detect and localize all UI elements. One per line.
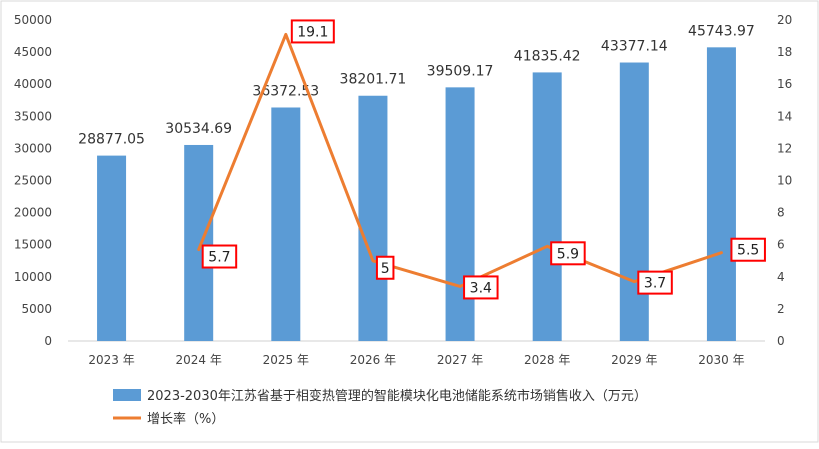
left-axis-tick-label: 20000: [14, 206, 52, 220]
growth-rate-label-box: [201, 244, 238, 269]
legend-bar-label: 2023-2030年江苏省基于相变热管理的智能模块化电池储能系统市场销售收入（万…: [147, 388, 647, 404]
growth-rate-line: [197, 32, 723, 288]
right-axis-tick-label: 16: [777, 77, 792, 91]
left-axis-tick-label: 35000: [14, 109, 52, 123]
bar: [184, 144, 214, 341]
bar-data-labels: 28877.05 30534.69 36372.53 38201.71 39509.17…: [78, 23, 755, 147]
bar-data-label: 45743.97: [688, 23, 755, 39]
bar-data-label: 28877.05: [78, 132, 145, 148]
right-axis-tick-label: 20: [777, 13, 792, 27]
legend-line-label: 增长率（%）: [147, 411, 224, 427]
growth-rate-label-box: [463, 275, 499, 300]
legend: 2023-2030年江苏省基于相变热管理的智能模块化电池储能系统市场销售收入（万…: [113, 388, 647, 427]
right-axis-tick-label: 14: [777, 109, 792, 123]
bar: [271, 107, 301, 341]
growth-rate-label-box: [730, 237, 766, 262]
left-axis-tick-label: 5000: [21, 302, 52, 316]
bar-data-label: 39509.17: [427, 63, 494, 79]
left-axis-tick-label: 45000: [14, 45, 52, 59]
left-axis-tick-label: 40000: [14, 77, 52, 91]
growth-rate-label: 5.7: [208, 250, 230, 266]
bar-data-label: 38201.71: [340, 72, 407, 88]
left-axis-tick-label: 0: [44, 334, 52, 348]
bar: [706, 47, 736, 342]
x-axis: 2023 年 2024 年 2025 年 2026 年 2027 年 2028 年 2029…: [88, 353, 744, 367]
growth-rate-label-box: [290, 19, 335, 44]
right-axis: 0 2 4 6 8 10 12 14 16 18 20: [777, 13, 792, 348]
x-axis-tick-label: 2025 年: [263, 353, 309, 367]
left-axis-tick-label: 50000: [14, 13, 52, 27]
growth-rate-label: 3.7: [644, 276, 666, 292]
growth-rate-label: 5.9: [557, 246, 579, 262]
right-axis-tick-label: 4: [777, 270, 785, 284]
left-axis-tick-label: 30000: [14, 141, 52, 155]
bar: [358, 95, 388, 341]
bar: [97, 155, 127, 341]
x-axis-tick-label: 2023 年: [88, 353, 134, 367]
x-axis-tick-label: 2024 年: [176, 353, 222, 367]
x-axis-tick-label: 2029 年: [611, 353, 657, 367]
growth-rate-label-box: [637, 270, 673, 295]
x-axis-tick-label: 2028 年: [524, 353, 570, 367]
left-axis: 0 5000 10000 15000 20000 25000 30000 35000 40000…: [14, 13, 52, 348]
right-axis-tick-label: 8: [777, 206, 785, 220]
left-axis-tick-label: 15000: [14, 238, 52, 252]
bar: [619, 62, 649, 341]
legend-bar-swatch: [113, 389, 141, 401]
growth-rate-label: 5.5: [737, 243, 759, 259]
left-axis-tick-label: 10000: [14, 270, 52, 284]
left-axis-tick-label: 25000: [14, 174, 52, 188]
growth-rate-label: 5: [381, 261, 390, 277]
bar: [532, 72, 562, 342]
growth-rate-label: 3.4: [470, 280, 492, 296]
right-axis-tick-label: 2: [777, 302, 785, 316]
x-axis-tick-label: 2030 年: [698, 353, 744, 367]
right-axis-tick-label: 12: [777, 141, 792, 155]
bar-data-label: 43377.14: [601, 39, 668, 55]
bar-data-label: 30534.69: [165, 121, 232, 137]
bar-series: [97, 47, 736, 342]
right-axis-tick-label: 0: [777, 334, 785, 348]
line-series: [197, 32, 723, 288]
right-axis-tick-label: 10: [777, 174, 792, 188]
bar-data-label: 41835.42: [514, 48, 581, 64]
growth-rate-label: 19.1: [297, 24, 328, 40]
right-axis-tick-label: 6: [777, 238, 785, 252]
line-data-labels: 5.7 19.1 5 3.4 5.9 3.7 5.5: [201, 19, 766, 300]
bar-data-label: 36372.53: [252, 83, 319, 99]
right-axis-tick-label: 18: [777, 45, 792, 59]
x-axis-tick-label: 2027 年: [437, 353, 483, 367]
growth-rate-label-box: [375, 255, 395, 280]
bar: [445, 87, 475, 341]
growth-rate-label-box: [550, 241, 586, 266]
x-axis-tick-label: 2026 年: [350, 353, 396, 367]
